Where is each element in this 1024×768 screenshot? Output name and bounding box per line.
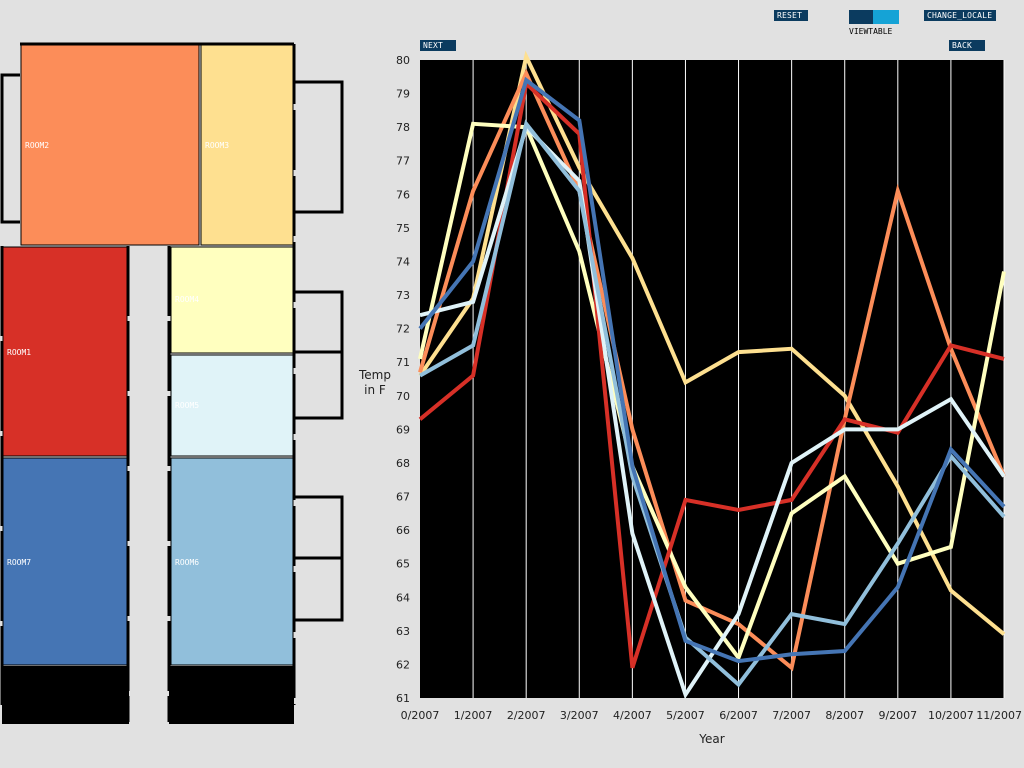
floor-strip-left (2, 666, 129, 724)
x-tick-label: 9/2007 (878, 709, 917, 722)
y-tick-label: 63 (396, 625, 410, 638)
x-tick-label: 11/2007 (976, 709, 1022, 722)
series-line-5[interactable] (419, 119, 1006, 688)
floor-plan: ROOM2 ROOM3 ROOM1 ROOM4 ROOM5 ROOM7 ROOM… (0, 42, 344, 724)
y-tick-label: 62 (396, 658, 410, 671)
floor-plan-walls (0, 42, 344, 722)
series-line-3[interactable] (418, 79, 1005, 669)
floor-strip-right (169, 666, 294, 724)
y-tick-label: 69 (396, 423, 410, 436)
y-tick-label: 67 (396, 491, 410, 504)
change-locale-button[interactable]: CHANGE_LOCALE (924, 10, 996, 21)
x-tick-label: 3/2007 (560, 709, 599, 722)
x-tick-label: 1/2007 (454, 709, 493, 722)
y-tick-label: 79 (396, 88, 410, 101)
room2[interactable] (20, 44, 200, 246)
y-tick-label: 77 (396, 155, 410, 168)
viewtable-label: VIEWTABLE (849, 27, 893, 36)
y-tick-label: 65 (396, 558, 410, 571)
x-axis-label: Year (698, 732, 724, 746)
viewtable-swatch-dark (849, 10, 873, 24)
x-tick-label: 6/2007 (719, 709, 758, 722)
room1[interactable] (2, 246, 128, 457)
viewtable-toggle[interactable] (849, 10, 899, 24)
y-axis-label-line2: in F (364, 383, 386, 397)
y-axis-label-line1: Temp (358, 368, 391, 382)
room1-label: ROOM1 (7, 348, 31, 357)
y-tick-label: 76 (396, 188, 410, 201)
x-tick-label: 0/2007 (401, 709, 440, 722)
series-line-1[interactable] (418, 68, 1006, 672)
room5[interactable] (170, 354, 294, 457)
room6[interactable] (170, 457, 294, 666)
room7[interactable] (2, 457, 128, 666)
y-tick-label: 75 (396, 222, 410, 235)
room3-label: ROOM3 (205, 141, 229, 150)
y-tick-label: 71 (396, 356, 410, 369)
room2-label: ROOM2 (25, 141, 49, 150)
back-button[interactable]: BACK (949, 40, 985, 51)
x-tick-label: 5/2007 (666, 709, 705, 722)
series-line-6[interactable] (418, 76, 1006, 664)
y-tick-label: 61 (396, 692, 410, 705)
y-tick-label: 64 (396, 591, 410, 604)
y-tick-label: 73 (396, 289, 410, 302)
room6-label: ROOM6 (175, 558, 199, 567)
y-tick-label: 80 (396, 54, 410, 67)
x-tick-label: 10/2007 (928, 709, 974, 722)
y-tick-label: 70 (396, 390, 410, 403)
x-tick-label: 7/2007 (772, 709, 811, 722)
room5-label: ROOM5 (175, 401, 199, 410)
viewtable-swatch-light (873, 10, 899, 24)
room7-label: ROOM7 (7, 558, 31, 567)
plot-area (420, 60, 1004, 698)
y-tick-label: 74 (396, 255, 410, 268)
next-button[interactable]: NEXT (420, 40, 456, 51)
series-line-4[interactable] (419, 123, 1006, 700)
y-tick-label: 72 (396, 323, 410, 336)
reset-button[interactable]: RESET (774, 10, 808, 21)
room3[interactable] (200, 44, 294, 246)
x-tick-label: 8/2007 (825, 709, 864, 722)
x-tick-label: 4/2007 (613, 709, 652, 722)
room4[interactable] (170, 246, 294, 354)
x-tick-label: 2/2007 (507, 709, 546, 722)
room4-label: ROOM4 (175, 295, 199, 304)
y-tick-label: 78 (396, 121, 410, 134)
y-tick-label: 68 (396, 457, 410, 470)
y-tick-label: 66 (396, 524, 410, 537)
